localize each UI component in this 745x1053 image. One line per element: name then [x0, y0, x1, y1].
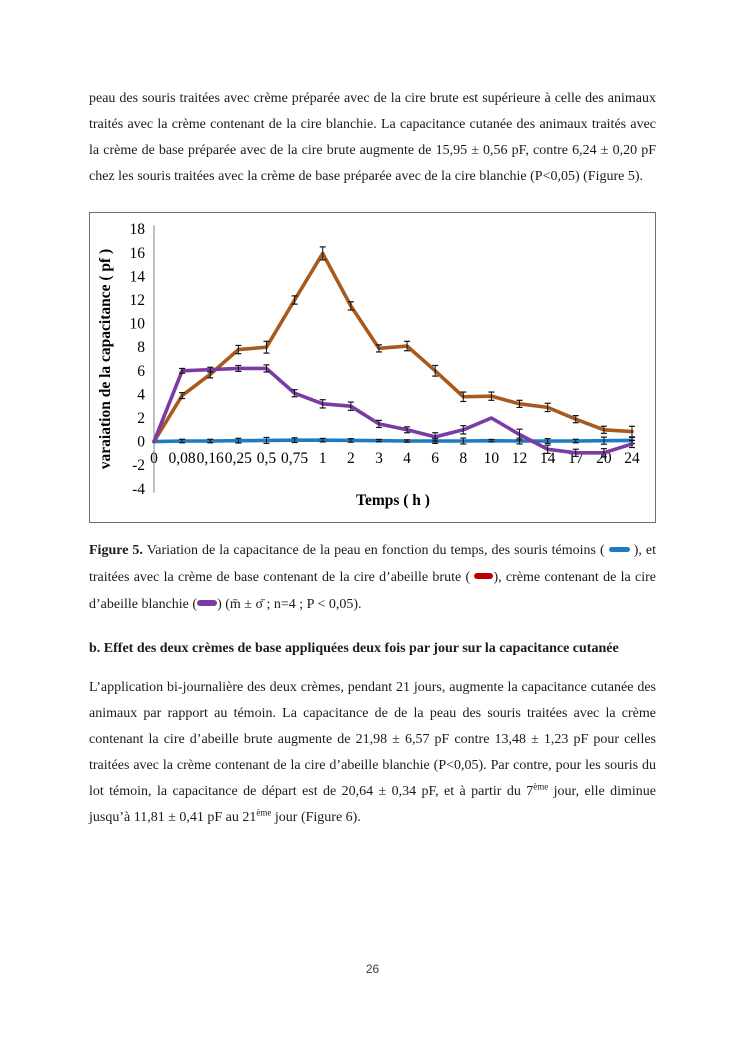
x-tick-label: 24 — [624, 450, 640, 467]
legend-swatch-temoin — [608, 547, 630, 552]
x-tick-label: 14 — [540, 450, 556, 467]
y-axis-title: varaiation de la capacitance ( pf ) — [97, 249, 114, 469]
y-tick-label: 10 — [130, 316, 146, 333]
x-tick-label: 8 — [459, 450, 467, 467]
text-column: peau des souris traitées avec crème prép… — [89, 86, 656, 831]
y-tick-label: 12 — [130, 292, 146, 309]
y-tick-label: 6 — [137, 363, 145, 380]
superscript-eme-2: ème — [256, 807, 272, 818]
page-number: 26 — [365, 962, 380, 976]
paragraph-b-text-2: jour, elle diminue jusqu’à 11,81 ± 0,41 … — [89, 784, 656, 825]
paragraph-section-b: L’application bi-journalière des deux cr… — [89, 675, 656, 831]
y-tick-label: 16 — [130, 245, 146, 262]
x-tick-label: 4 — [403, 450, 411, 467]
y-tick-label: 18 — [130, 221, 146, 238]
legend-swatch-cire-blanchie — [197, 600, 218, 606]
paragraph-intro: peau des souris traitées avec crème prép… — [89, 91, 656, 184]
x-tick-label: 1 — [319, 450, 327, 467]
series-line — [152, 366, 634, 455]
section-b-heading: b. Effet des deux crèmes de base appliqu… — [89, 641, 619, 656]
paragraph-b-text-1: L’application bi-journalière des deux cr… — [89, 680, 656, 799]
y-tick-label: 4 — [137, 386, 145, 403]
legend-swatch-cire-brute — [474, 573, 494, 579]
x-tick-label: 10 — [484, 450, 500, 467]
caption-text-1: Variation de la capacitance de la peau e… — [142, 543, 609, 558]
y-tick-label: -2 — [132, 457, 145, 474]
caption-text-3: ), crème contenant de la cire d’abeille … — [89, 570, 656, 612]
y-tick-label: -4 — [132, 481, 145, 498]
superscript-eme-1: ème — [533, 781, 549, 792]
series-line — [152, 438, 634, 444]
caption-text-4: ) (m̄ ± σ̄ ; n=4 ; P < 0,05). — [217, 597, 362, 612]
y-tick-label: 2 — [137, 410, 145, 427]
figure-label: Figure 5. — [89, 543, 143, 558]
series-line — [152, 251, 634, 444]
x-tick-label: 0,08 — [169, 450, 196, 467]
figure-5-caption: Figure 5. Variation de la capacitance de… — [89, 537, 656, 618]
x-tick-label: 6 — [431, 450, 439, 467]
figure-5-frame: 18 16 14 12 10 8 6 4 2 0 -2 -4 0 0,08 0,16 0,25 0,5 0,75 1… — [89, 212, 656, 523]
x-tick-label: 0,25 — [225, 450, 252, 467]
paragraph-b-text-3: jour (Figure 6). — [271, 810, 361, 825]
x-tick-label: 0,75 — [281, 450, 308, 467]
x-axis-title: Temps ( h ) — [356, 492, 430, 509]
x-tick-label: 2 — [347, 450, 355, 467]
y-tick-label: 0 — [137, 434, 145, 451]
x-tick-label: 0,5 — [257, 450, 277, 467]
x-tick-label: 12 — [512, 450, 528, 467]
caption-text-2: ), et traitées avec la crème de base con… — [89, 543, 657, 585]
x-tick-label: 0 — [150, 450, 158, 467]
y-tick-label: 14 — [130, 268, 146, 285]
x-tick-label: 0,16 — [197, 450, 224, 467]
y-tick-label: 8 — [137, 339, 145, 356]
x-tick-label: 3 — [375, 450, 383, 467]
